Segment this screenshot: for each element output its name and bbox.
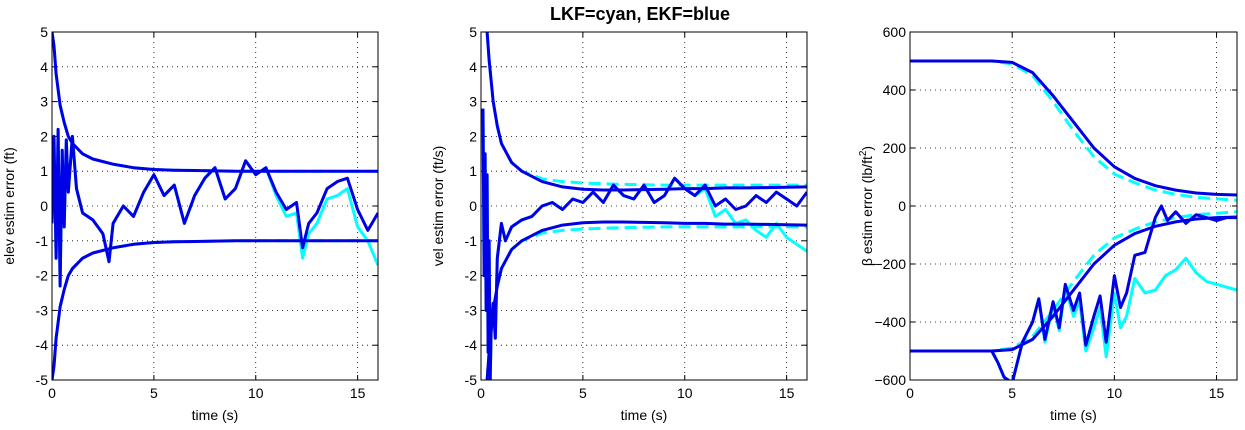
y-tick-label: -4 [465,337,478,353]
y-tick-label: -5 [36,372,49,388]
y-tick-label: 0 [40,198,48,214]
axes-frame [909,31,1238,381]
y-axis-label-base: β estim error (lb/ft [859,156,875,266]
y-axis-label: elev estim error (ft) [1,147,17,264]
y-tick-label: -2 [36,268,49,284]
series-line-lkf-bound-upper [910,59,1237,202]
series-line-ekf-error [52,127,378,288]
y-tick-label: 4 [40,59,48,75]
axes-frame [51,31,379,381]
series-line-ekf-error [481,108,807,380]
axes-frame [480,31,808,381]
y-tick-label: 2 [40,128,48,144]
x-tick-label: 5 [150,385,158,401]
y-tick-label: 200 [883,140,907,156]
series-line-ekf-bound-upper [485,32,807,192]
x-tick-label: 15 [350,385,366,401]
series-group [481,32,807,380]
y-tick-label: -1 [36,233,49,249]
x-tick-label: 0 [906,385,914,401]
y-tick-label: 4 [469,59,477,75]
y-tick-label: −600 [874,372,906,388]
series-line-ekf-bound-lower [52,239,378,380]
y-tick-label: -1 [465,233,478,249]
x-tick-label: 5 [579,385,587,401]
y-tick-label: 600 [883,24,907,40]
y-axis-label: β estim error (lb/ft2) [858,146,875,266]
plot-area [910,32,1237,380]
y-tick-label: -4 [36,337,49,353]
y-tick-label: 400 [883,82,907,98]
x-axis-label: time (s) [621,407,668,423]
x-tick-label: 5 [1008,385,1016,401]
x-tick-label: 15 [779,385,795,401]
y-tick-label: 1 [469,163,477,179]
x-tick-label: 10 [248,385,264,401]
series-group [910,59,1237,380]
x-tick-label: 10 [1107,385,1123,401]
y-tick-label: -5 [465,372,478,388]
y-tick-label: −200 [874,256,906,272]
y-tick-label: 3 [40,94,48,110]
chart-panel-3: 0 5 10 15 −600 −400 −200 0 200 400 600 time (s) β es… [858,24,1238,423]
x-axis-label: time (s) [1050,407,1097,423]
x-tick-label: 0 [477,385,485,401]
y-tick-label: 0 [898,198,906,214]
y-tick-label: -2 [465,268,478,284]
plot-area [481,32,807,380]
x-tick-label: 15 [1209,385,1225,401]
series-line-ekf-bound-lower [485,220,807,380]
y-axis-label-tail: ) [859,146,875,151]
y-tick-label: 3 [469,94,477,110]
series-line-ekf-bound-upper [910,59,1237,197]
plot-area [52,32,378,380]
y-tick-label: 2 [469,128,477,144]
chart-panel-1: 0 5 10 15 -5 -4 -3 -2 -1 0 1 2 3 4 5 time (s) elev estim… [1,24,379,423]
y-axis-label-superscript: 2 [858,150,869,156]
figure-title: LKF=cyan, EKF=blue [550,4,730,24]
series-line-ekf-bound-upper [52,32,378,173]
chart-panel-2: 0 5 10 15 -5 -4 -3 -2 -1 0 1 2 3 4 5 time (s) vel estim … [430,24,808,423]
y-tick-label: −400 [874,314,906,330]
y-tick-label: 5 [469,24,477,40]
x-tick-label: 10 [677,385,693,401]
y-tick-label: 0 [469,198,477,214]
y-tick-label: 1 [40,163,48,179]
y-axis-label: vel estim error (ft/s) [430,146,446,267]
y-tick-label: -3 [465,302,478,318]
x-tick-label: 0 [48,385,56,401]
y-tick-label: -3 [36,302,49,318]
series-line-ekf-bound-lower [910,215,1237,353]
series-line-lkf-bound-lower [910,210,1237,353]
y-tick-label: 5 [40,24,48,40]
x-axis-label: time (s) [192,407,239,423]
series-group [52,32,378,380]
